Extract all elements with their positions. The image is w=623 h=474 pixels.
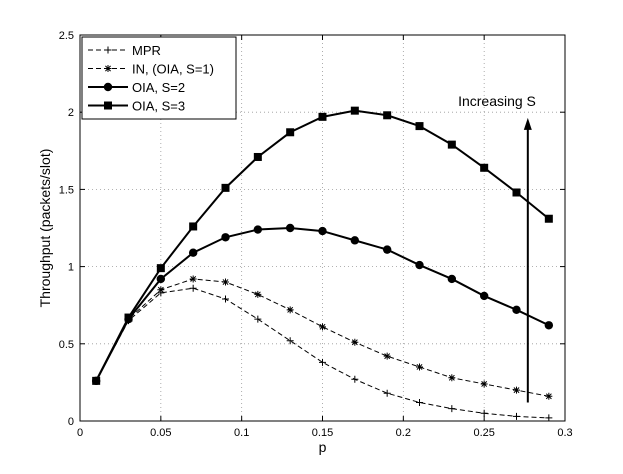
series-oia-s-2 bbox=[91, 223, 554, 386]
data-point-mpr bbox=[254, 315, 262, 323]
data-point-oia-s-3 bbox=[544, 214, 553, 223]
data-point-oia-s-2 bbox=[221, 233, 230, 242]
series-oia-s-3 bbox=[92, 106, 553, 385]
increasing-s-arrowhead bbox=[523, 117, 532, 130]
legend-label-oia-s-3: OIA, S=3 bbox=[132, 99, 185, 114]
annotation: Increasing S bbox=[458, 93, 536, 403]
data-point-in-oia-s-1 bbox=[416, 363, 423, 371]
data-point-oia-s-2 bbox=[285, 223, 295, 233]
data-point-in-oia-s-1 bbox=[545, 392, 553, 400]
y-tick-label: 1.5 bbox=[59, 184, 74, 196]
data-point-mpr bbox=[286, 337, 294, 345]
y-tick-label: 1 bbox=[68, 262, 74, 274]
data-point-mpr bbox=[513, 412, 520, 420]
data-point-mpr bbox=[189, 284, 197, 292]
x-axis-label: p bbox=[319, 439, 327, 455]
series-line-oia-s-2 bbox=[95, 226, 550, 382]
data-point-mpr bbox=[448, 405, 456, 413]
x-tick-label: 0 bbox=[77, 427, 83, 439]
data-point-mpr bbox=[416, 398, 423, 406]
data-point-oia-s-3 bbox=[156, 264, 165, 273]
data-point-in-oia-s-1 bbox=[286, 306, 294, 314]
data-point-oia-s-2 bbox=[415, 260, 424, 270]
data-point-oia-s-3 bbox=[253, 152, 262, 161]
data-point-oia-s-2 bbox=[544, 321, 554, 330]
increasing-s-label: Increasing S bbox=[458, 93, 536, 109]
x-tick-label: 0.2 bbox=[396, 427, 411, 439]
x-tick-label: 0.1 bbox=[234, 427, 249, 439]
legend-label-oia-s-2: OIA, S=2 bbox=[132, 80, 185, 95]
data-point-mpr bbox=[545, 414, 553, 422]
data-point-in-oia-s-1 bbox=[222, 278, 229, 286]
data-point-in-oia-s-1 bbox=[480, 380, 488, 388]
data-point-oia-s-3 bbox=[480, 163, 489, 172]
data-point-in-oia-s-1 bbox=[513, 386, 520, 394]
data-point-oia-s-2 bbox=[512, 305, 521, 315]
x-tick-label: 0.05 bbox=[150, 427, 171, 439]
legend-marker-in-oia-s-1 bbox=[104, 65, 112, 72]
data-point-oia-s-3 bbox=[286, 128, 295, 137]
data-point-in-oia-s-1 bbox=[351, 338, 359, 346]
data-point-oia-s-2 bbox=[479, 291, 489, 301]
data-point-oia-s-3 bbox=[350, 106, 359, 115]
data-point-oia-s-3 bbox=[383, 111, 392, 120]
y-tick-label: 0 bbox=[68, 416, 74, 428]
data-point-oia-s-2 bbox=[382, 245, 392, 254]
data-point-in-oia-s-1 bbox=[448, 374, 456, 382]
y-tick-label: 0.5 bbox=[59, 339, 74, 351]
axis-ticks: 0 0.05 0.1 0.15 0.2 0.25 0.3 0 0.5 1 1.5 2 2.5 bbox=[59, 30, 573, 439]
y-tick-label: 2 bbox=[68, 107, 74, 119]
legend: MPR IN, (OIA, S=1) OIA, S=2 OIA, S=3 bbox=[81, 36, 237, 120]
data-point-oia-s-2 bbox=[253, 225, 263, 234]
data-point-oia-s-2 bbox=[447, 274, 457, 284]
data-point-mpr bbox=[480, 409, 488, 417]
data-point-oia-s-3 bbox=[447, 140, 456, 149]
data-point-mpr bbox=[222, 295, 229, 303]
data-point-in-oia-s-1 bbox=[319, 323, 326, 331]
data-point-oia-s-3 bbox=[512, 188, 521, 197]
data-point-oia-s-2 bbox=[350, 236, 360, 245]
y-tick-label: 2.5 bbox=[59, 30, 74, 42]
data-point-mpr bbox=[319, 358, 326, 366]
data-point-in-oia-s-1 bbox=[189, 275, 197, 283]
data-point-oia-s-3 bbox=[415, 122, 424, 131]
series-line-mpr bbox=[95, 287, 549, 419]
series-layer bbox=[91, 106, 554, 422]
data-point-oia-s-3 bbox=[92, 376, 101, 385]
data-point-oia-s-3 bbox=[189, 222, 198, 231]
data-point-oia-s-3 bbox=[221, 183, 230, 192]
legend-label-mpr: MPR bbox=[132, 43, 161, 58]
series-line-in-oia-s-1 bbox=[95, 278, 549, 397]
data-point-in-oia-s-1 bbox=[383, 352, 391, 360]
legend-label-in-oia-s-1: IN, (OIA, S=1) bbox=[132, 62, 214, 77]
legend-marker-oia-s-2 bbox=[103, 82, 113, 92]
x-tick-label: 0.15 bbox=[312, 427, 333, 439]
data-point-oia-s-2 bbox=[156, 274, 166, 284]
legend-marker-oia-s-3 bbox=[104, 101, 112, 110]
x-tick-label: 0.25 bbox=[473, 427, 494, 439]
data-point-in-oia-s-1 bbox=[157, 286, 165, 294]
data-point-in-oia-s-1 bbox=[254, 290, 262, 298]
legend-marker-mpr bbox=[104, 46, 112, 54]
data-point-mpr bbox=[383, 389, 391, 397]
data-point-mpr bbox=[351, 375, 359, 383]
data-point-oia-s-3 bbox=[318, 112, 327, 121]
x-tick-label: 0.3 bbox=[557, 427, 572, 439]
data-point-oia-s-2 bbox=[188, 248, 198, 257]
series-mpr bbox=[92, 284, 553, 422]
data-point-oia-s-2 bbox=[318, 226, 327, 236]
data-point-oia-s-3 bbox=[124, 313, 133, 322]
y-axis-label: Throughput (packets/slot) bbox=[37, 149, 53, 308]
